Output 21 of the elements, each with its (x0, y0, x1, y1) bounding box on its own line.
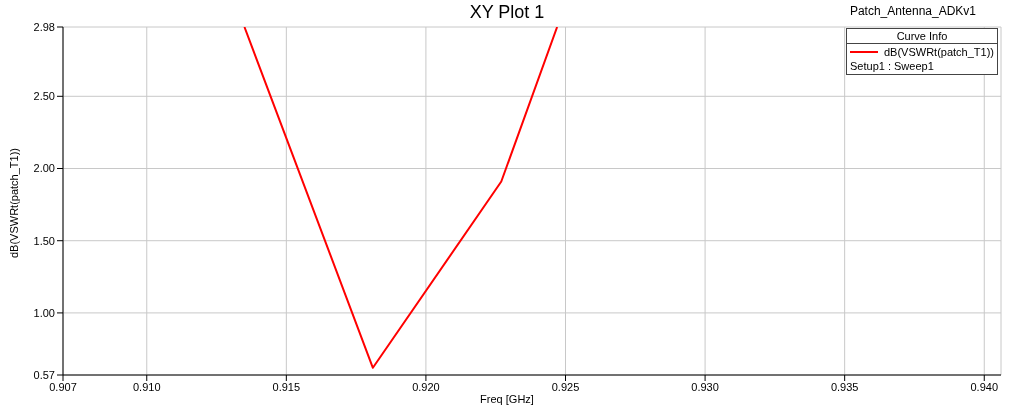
legend-label: dB(VSWRt(patch_T1)) (883, 46, 994, 58)
x-axis-title: Freq [GHz] (479, 393, 535, 405)
x-tick-label: 0.935 (830, 380, 859, 393)
x-tick-label: 0.925 (551, 380, 580, 393)
x-tick-label: 0.930 (691, 380, 719, 393)
x-tick-label: 0.907 (49, 380, 77, 393)
y-tick-label: 2.00 (33, 162, 55, 175)
annotation: Setup1 : Sweep1 (849, 60, 935, 74)
x-tick-label: 0.920 (412, 380, 440, 393)
y-axis-title: dB(VSWRt(patch_T1)) (8, 147, 20, 259)
y-tick-label: 2.98 (33, 20, 55, 33)
chart-title: XY Plot 1 (469, 2, 545, 22)
y-tick-label: 1.00 (33, 306, 55, 319)
text: Patch_Antenna_ADKv1 (849, 4, 976, 18)
legend-title: Curve Info (847, 29, 997, 44)
y-tick-label: 0.57 (33, 368, 55, 381)
y-tick-label: 2.50 (33, 90, 55, 103)
x-tick-label: 0.910 (132, 380, 161, 393)
x-tick-label: 0.915 (272, 380, 301, 393)
x-tick-label: 0.940 (970, 380, 999, 393)
y-tick-label: 1.50 (33, 234, 55, 247)
